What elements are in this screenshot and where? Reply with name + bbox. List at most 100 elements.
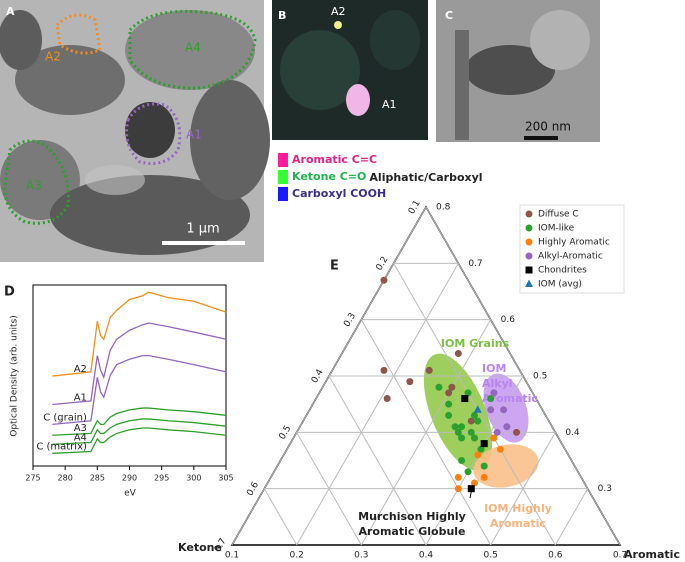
point bbox=[496, 445, 504, 453]
point bbox=[490, 434, 498, 442]
series-label: C (grain) bbox=[43, 412, 87, 423]
grid-line bbox=[393, 263, 556, 546]
region-label: A4 bbox=[185, 41, 201, 55]
spot-label: A2 bbox=[331, 5, 346, 18]
point bbox=[445, 411, 453, 419]
annotation: Murchison Highly bbox=[358, 510, 466, 523]
legend-marker bbox=[525, 224, 533, 232]
x-tick-label: 280 bbox=[58, 474, 73, 483]
region-label: IOM Grains bbox=[441, 337, 510, 350]
legend-label: Highly Aromatic bbox=[538, 238, 610, 248]
point bbox=[467, 428, 475, 436]
grid-line bbox=[425, 375, 524, 546]
point bbox=[445, 389, 453, 397]
tick-label: 0.3 bbox=[354, 551, 368, 561]
point bbox=[435, 383, 443, 391]
tick-label: 0.4 bbox=[310, 368, 326, 386]
point bbox=[487, 395, 495, 403]
grid-line bbox=[328, 375, 427, 546]
point bbox=[383, 395, 391, 403]
region-label: IOM Highly bbox=[484, 502, 552, 515]
point bbox=[471, 434, 478, 442]
legend-box bbox=[519, 204, 625, 294]
panel-c-image bbox=[436, 0, 600, 142]
point bbox=[473, 405, 482, 413]
point bbox=[471, 479, 478, 487]
panel-label: A bbox=[6, 5, 15, 18]
panel-label: B bbox=[278, 9, 286, 22]
legend-marker bbox=[525, 252, 533, 260]
spectrum-line bbox=[52, 418, 227, 445]
grid-line bbox=[231, 206, 427, 546]
region-label: IOM bbox=[482, 362, 506, 375]
series-label: A2 bbox=[74, 364, 87, 375]
key-label: Carboxyl COOH bbox=[292, 187, 386, 200]
spectrum-line bbox=[52, 427, 227, 454]
panel-label: E bbox=[330, 259, 339, 274]
y-axis-label: Optical Density (arb. units) bbox=[10, 315, 20, 437]
x-tick-label: 275 bbox=[25, 474, 40, 483]
tick-label: 0.2 bbox=[290, 551, 304, 561]
spectrum-line bbox=[52, 407, 227, 436]
point bbox=[380, 366, 388, 374]
point bbox=[487, 406, 495, 414]
spot-label: A1 bbox=[382, 98, 397, 111]
legend-label: IOM-like bbox=[538, 224, 575, 234]
point bbox=[445, 400, 453, 408]
x-tick-label: 300 bbox=[186, 474, 201, 483]
legend-label: Chondrites bbox=[538, 266, 587, 276]
region-label: Alkyl bbox=[482, 377, 513, 390]
legend-label: Diffuse C bbox=[538, 210, 579, 220]
grid-line bbox=[360, 319, 492, 546]
point bbox=[380, 276, 388, 284]
tick-label: 0.6 bbox=[245, 480, 261, 498]
point bbox=[471, 411, 478, 419]
grid-line bbox=[263, 488, 298, 546]
x-tick-label: 295 bbox=[154, 474, 169, 483]
tick-label: 0.7 bbox=[468, 259, 482, 269]
scale-bar-label: 200 nm bbox=[525, 120, 571, 134]
tick-label: 0.8 bbox=[436, 203, 451, 213]
point bbox=[451, 423, 459, 431]
point bbox=[461, 395, 469, 403]
grid-line bbox=[554, 488, 589, 546]
point bbox=[406, 378, 414, 386]
region-label: A2 bbox=[45, 50, 61, 64]
panel-label: C bbox=[445, 9, 453, 22]
axis-title: Ketone bbox=[178, 541, 222, 554]
series-label: C (matrix) bbox=[36, 441, 87, 452]
legend: Diffuse C IOM-like Highly Aromatic Alkyl-Ar… bbox=[519, 204, 625, 294]
point bbox=[458, 434, 466, 442]
series-label: A1 bbox=[74, 392, 87, 403]
x-tick-label: 290 bbox=[122, 474, 137, 483]
point bbox=[454, 349, 462, 357]
point bbox=[480, 473, 488, 481]
tick-label: 0.5 bbox=[278, 424, 294, 441]
axis-title: Aromatic bbox=[624, 548, 680, 561]
tick-label: 0.6 bbox=[501, 315, 516, 325]
region-label: A3 bbox=[26, 179, 42, 193]
axis-title: Aliphatic/Carboxyl bbox=[369, 171, 482, 184]
region-label: Aromatic bbox=[490, 517, 546, 530]
key-swatch bbox=[278, 187, 288, 201]
tick-label: 0.4 bbox=[419, 551, 434, 561]
point bbox=[458, 423, 466, 431]
key-label: Ketone C=O bbox=[292, 170, 366, 183]
tick-label: 0.4 bbox=[565, 428, 580, 438]
tick-label: 0.7 bbox=[613, 551, 627, 561]
point bbox=[493, 428, 501, 436]
series-label: A4 bbox=[74, 432, 87, 443]
grid-line bbox=[296, 263, 459, 546]
point bbox=[500, 406, 508, 414]
spectrum-line bbox=[52, 354, 227, 426]
legend-label: Alkyl-Aromatic bbox=[538, 252, 603, 262]
legend-marker bbox=[525, 238, 533, 246]
point bbox=[480, 462, 488, 470]
point bbox=[503, 423, 511, 431]
point bbox=[464, 468, 472, 476]
point bbox=[425, 366, 433, 374]
x-axis-label: eV bbox=[124, 489, 137, 499]
spectrum-line bbox=[52, 291, 227, 377]
point bbox=[458, 457, 466, 464]
